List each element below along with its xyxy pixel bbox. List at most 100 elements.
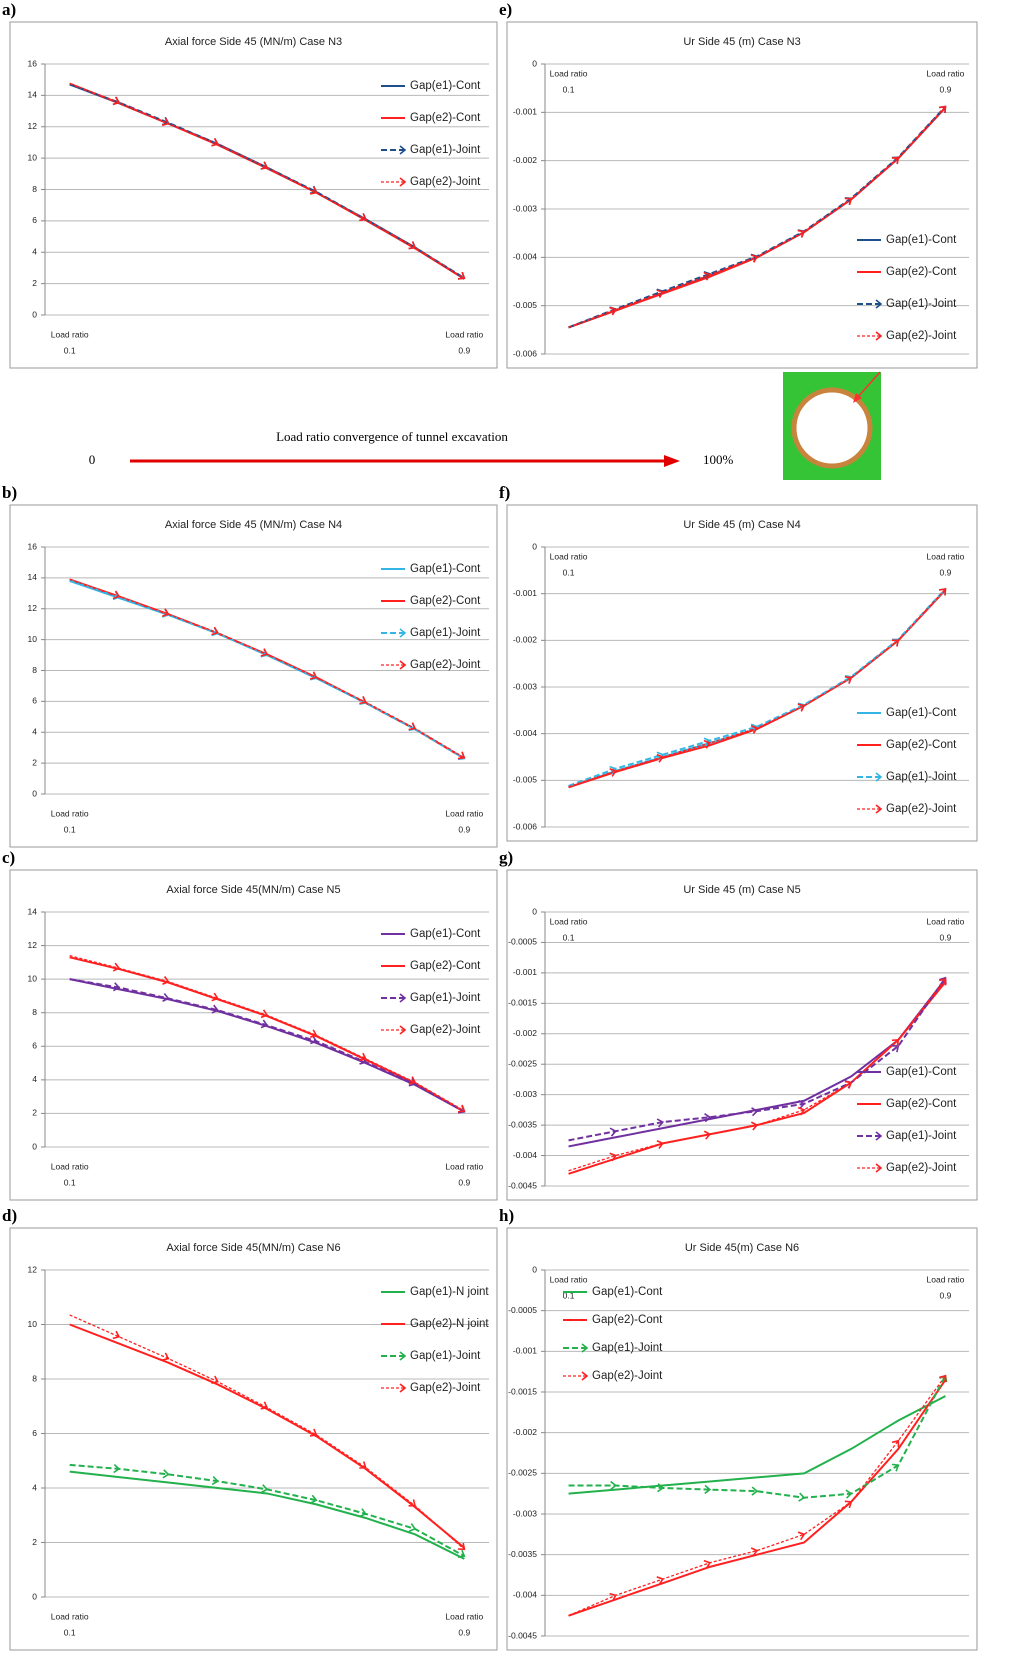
legend-label: Gap(e1)-N joint (410, 1286, 489, 1298)
arrow-marker (609, 1592, 617, 1602)
chart-title: Axial force Side 45 (MN/m) Case N3 (165, 36, 342, 48)
y-tick-label: 0 (32, 1591, 37, 1601)
legend-label: Gap(e1)-Joint (886, 298, 957, 310)
arrow-marker (891, 639, 900, 647)
arrow-marker (939, 977, 947, 986)
legend-label: Gap(e2)-Cont (886, 266, 957, 278)
y-tick-label: 6 (32, 1041, 37, 1051)
y-tick-label: 4 (32, 727, 37, 737)
x-axis-label: Load ratio (51, 808, 89, 818)
convergence-start: 0 (89, 452, 96, 467)
arrow-marker (359, 1508, 367, 1518)
arrow-marker (609, 1127, 617, 1137)
legend-label: Gap(e1)-Cont (410, 80, 481, 92)
arrow-marker (162, 992, 170, 1002)
y-tick-label: 14 (28, 572, 38, 582)
y-tick-label: 8 (32, 184, 37, 194)
arrow-marker (260, 1019, 269, 1029)
y-tick-label: 8 (32, 1007, 37, 1017)
y-tick-label: 12 (28, 1264, 38, 1274)
y-tick-label: 4 (32, 1074, 37, 1084)
convergence-arrow-head (664, 455, 680, 467)
y-tick-label: 4 (32, 247, 37, 257)
y-tick-label: -0.0005 (508, 937, 537, 947)
arrow-marker (309, 1428, 318, 1437)
arrow-marker (656, 1576, 664, 1585)
y-tick-label: -0.001 (513, 967, 537, 977)
arrow-marker (408, 1078, 417, 1087)
y-tick-label: -0.0015 (508, 998, 537, 1008)
arrow-marker (408, 1523, 417, 1532)
panel-label: h) (499, 1206, 514, 1225)
arrow-marker (211, 992, 219, 1002)
legend-label: Gap(e1)-Cont (410, 928, 481, 940)
y-tick-label: -0.003 (513, 1089, 537, 1099)
panel-label: c) (2, 848, 15, 867)
y-tick-label: 8 (32, 665, 37, 675)
y-tick-label: -0.002 (513, 1427, 537, 1437)
arrow-marker (408, 722, 417, 731)
legend-label: Gap(e2)-Joint (886, 1162, 957, 1174)
y-tick-label: 12 (28, 121, 38, 131)
y-tick-label: 10 (28, 634, 38, 644)
chart-frame (9, 1227, 498, 1651)
arrow-marker (797, 1531, 806, 1541)
y-tick-label: 0 (32, 1141, 37, 1151)
legend-arrow (875, 331, 883, 341)
arrow-marker (211, 138, 219, 147)
arrow-marker (309, 186, 318, 195)
arrow-marker (112, 590, 121, 600)
arrow-marker (844, 197, 853, 206)
y-tick-label: -0.003 (513, 681, 537, 691)
x-axis-label: Load ratio (550, 1274, 588, 1284)
convergence-label: Load ratio convergence of tunnel excavat… (276, 429, 508, 444)
y-tick-label: 10 (28, 973, 38, 983)
legend-arrow (875, 299, 883, 309)
arrow-marker (703, 1130, 712, 1140)
panel-label: d) (2, 1206, 17, 1225)
arrow-marker (359, 213, 367, 222)
y-tick-label: -0.001 (513, 588, 537, 598)
chart-panel: a) Axial force Side 45 (MN/m) Case N3 0 2 4 6… (2, 0, 498, 369)
legend-label: Gap(e2)-N joint (410, 1318, 489, 1330)
x-axis-label: Load ratio (550, 551, 588, 561)
series-line (568, 1375, 947, 1499)
arrow-marker (891, 1463, 900, 1472)
series-line (69, 1323, 465, 1549)
arrow-marker (751, 1486, 759, 1496)
y-tick-label: 4 (32, 1482, 37, 1492)
y-tick-label: 6 (32, 696, 37, 706)
arrow-marker (609, 306, 617, 316)
y-tick-label: 14 (28, 90, 38, 100)
chart-title: Axial force Side 45 (MN/m) Case N4 (165, 519, 342, 531)
arrow-marker (309, 1029, 318, 1038)
legend-label: Gap(e1)-Joint (886, 1130, 957, 1142)
chart-panel: d) Axial force Side 45(MN/m) Case N6 0 2 4 6 8… (2, 1206, 498, 1651)
arrow-marker (359, 695, 367, 705)
legend-label: Gap(e1)-Cont (886, 234, 957, 246)
arrow-marker (656, 289, 664, 299)
arrow-marker (798, 1492, 806, 1502)
series-line (568, 978, 946, 1172)
series-line (69, 83, 465, 279)
arrow-marker (112, 1330, 121, 1340)
x-tick-label: 0.1 (64, 824, 76, 834)
convergence-annotation: 0 Load ratio convergence of tunnel excav… (89, 429, 734, 467)
arrow-marker (938, 588, 947, 596)
legend-label: Gap(e2)-Joint (410, 1382, 481, 1394)
arrow-marker (751, 1107, 759, 1117)
y-tick-label: -0.004 (513, 252, 537, 262)
x-tick-label: 0.1 (64, 1177, 76, 1187)
legend-arrow (399, 993, 407, 1003)
arrow-marker (457, 1104, 466, 1113)
x-tick-label: 0.9 (458, 1627, 470, 1637)
legend-arrow (875, 1163, 883, 1173)
y-tick-label: -0.004 (513, 1150, 537, 1160)
arrow-marker (408, 1499, 417, 1507)
chart-title: Ur Side 45(m) Case N6 (685, 1242, 799, 1254)
y-tick-label: 0 (532, 58, 537, 68)
legend-label: Gap(e1)-Joint (410, 992, 481, 1004)
y-tick-label: 2 (32, 1537, 37, 1547)
x-axis-label: Load ratio (51, 329, 89, 339)
y-tick-label: -0.003 (513, 203, 537, 213)
